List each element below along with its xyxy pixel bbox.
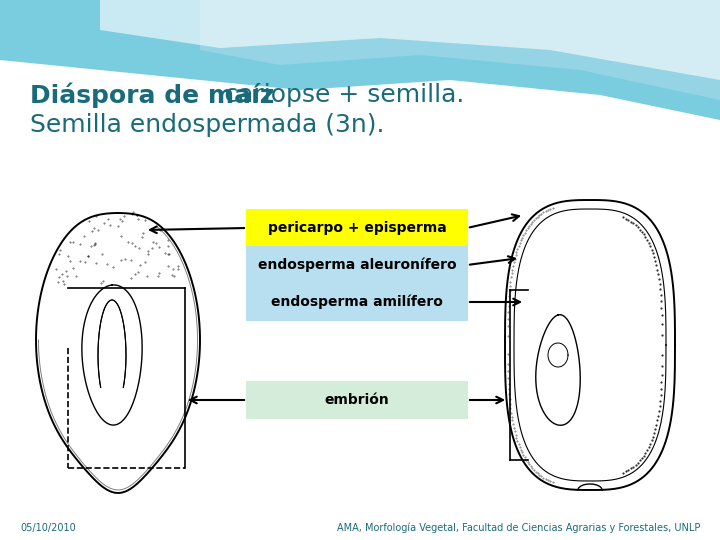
- Text: pericarpo + episperma: pericarpo + episperma: [268, 221, 446, 235]
- FancyBboxPatch shape: [246, 246, 468, 284]
- Text: Diáspora de maíz: Diáspora de maíz: [30, 82, 274, 108]
- Text: endosperma amilífero: endosperma amilífero: [271, 295, 443, 309]
- Polygon shape: [0, 0, 720, 120]
- Text: embrión: embrión: [325, 393, 390, 407]
- Text: endosperma aleuronífero: endosperma aleuronífero: [258, 258, 456, 272]
- Polygon shape: [200, 0, 720, 100]
- Text: 05/10/2010: 05/10/2010: [20, 523, 76, 533]
- Text: AMA, Morfología Vegetal, Facultad de Ciencias Agrarias y Forestales, UNLP: AMA, Morfología Vegetal, Facultad de Cie…: [337, 523, 700, 534]
- Polygon shape: [100, 0, 720, 80]
- Text: : cariopse + semilla.: : cariopse + semilla.: [208, 83, 464, 107]
- FancyBboxPatch shape: [246, 209, 468, 247]
- FancyBboxPatch shape: [246, 283, 468, 321]
- Text: Semilla endospermada (3n).: Semilla endospermada (3n).: [30, 113, 384, 137]
- FancyBboxPatch shape: [246, 381, 468, 419]
